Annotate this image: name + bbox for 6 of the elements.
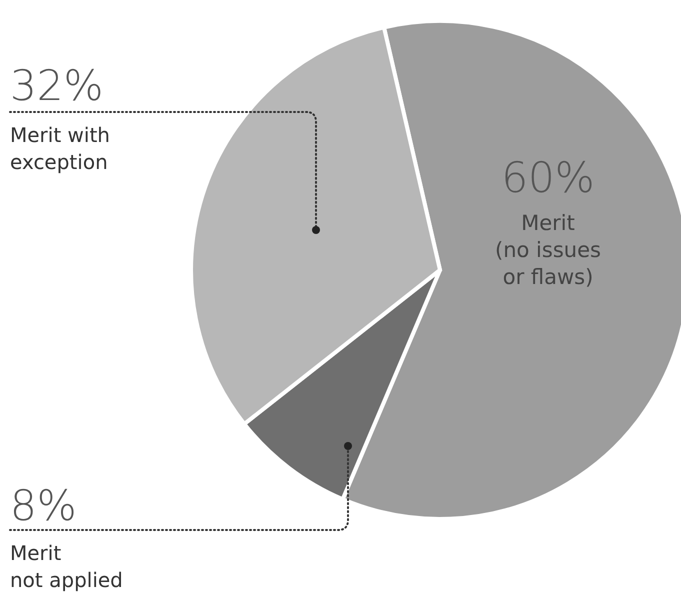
slice-label: Merit with exception bbox=[10, 123, 110, 174]
slice-label: Merit not applied bbox=[10, 541, 123, 592]
data-label: 60% bbox=[501, 153, 595, 202]
data-label: 8% bbox=[10, 481, 77, 530]
data-label: 32% bbox=[10, 61, 104, 110]
slice-label: Merit (no issues or flaws) bbox=[495, 211, 601, 289]
